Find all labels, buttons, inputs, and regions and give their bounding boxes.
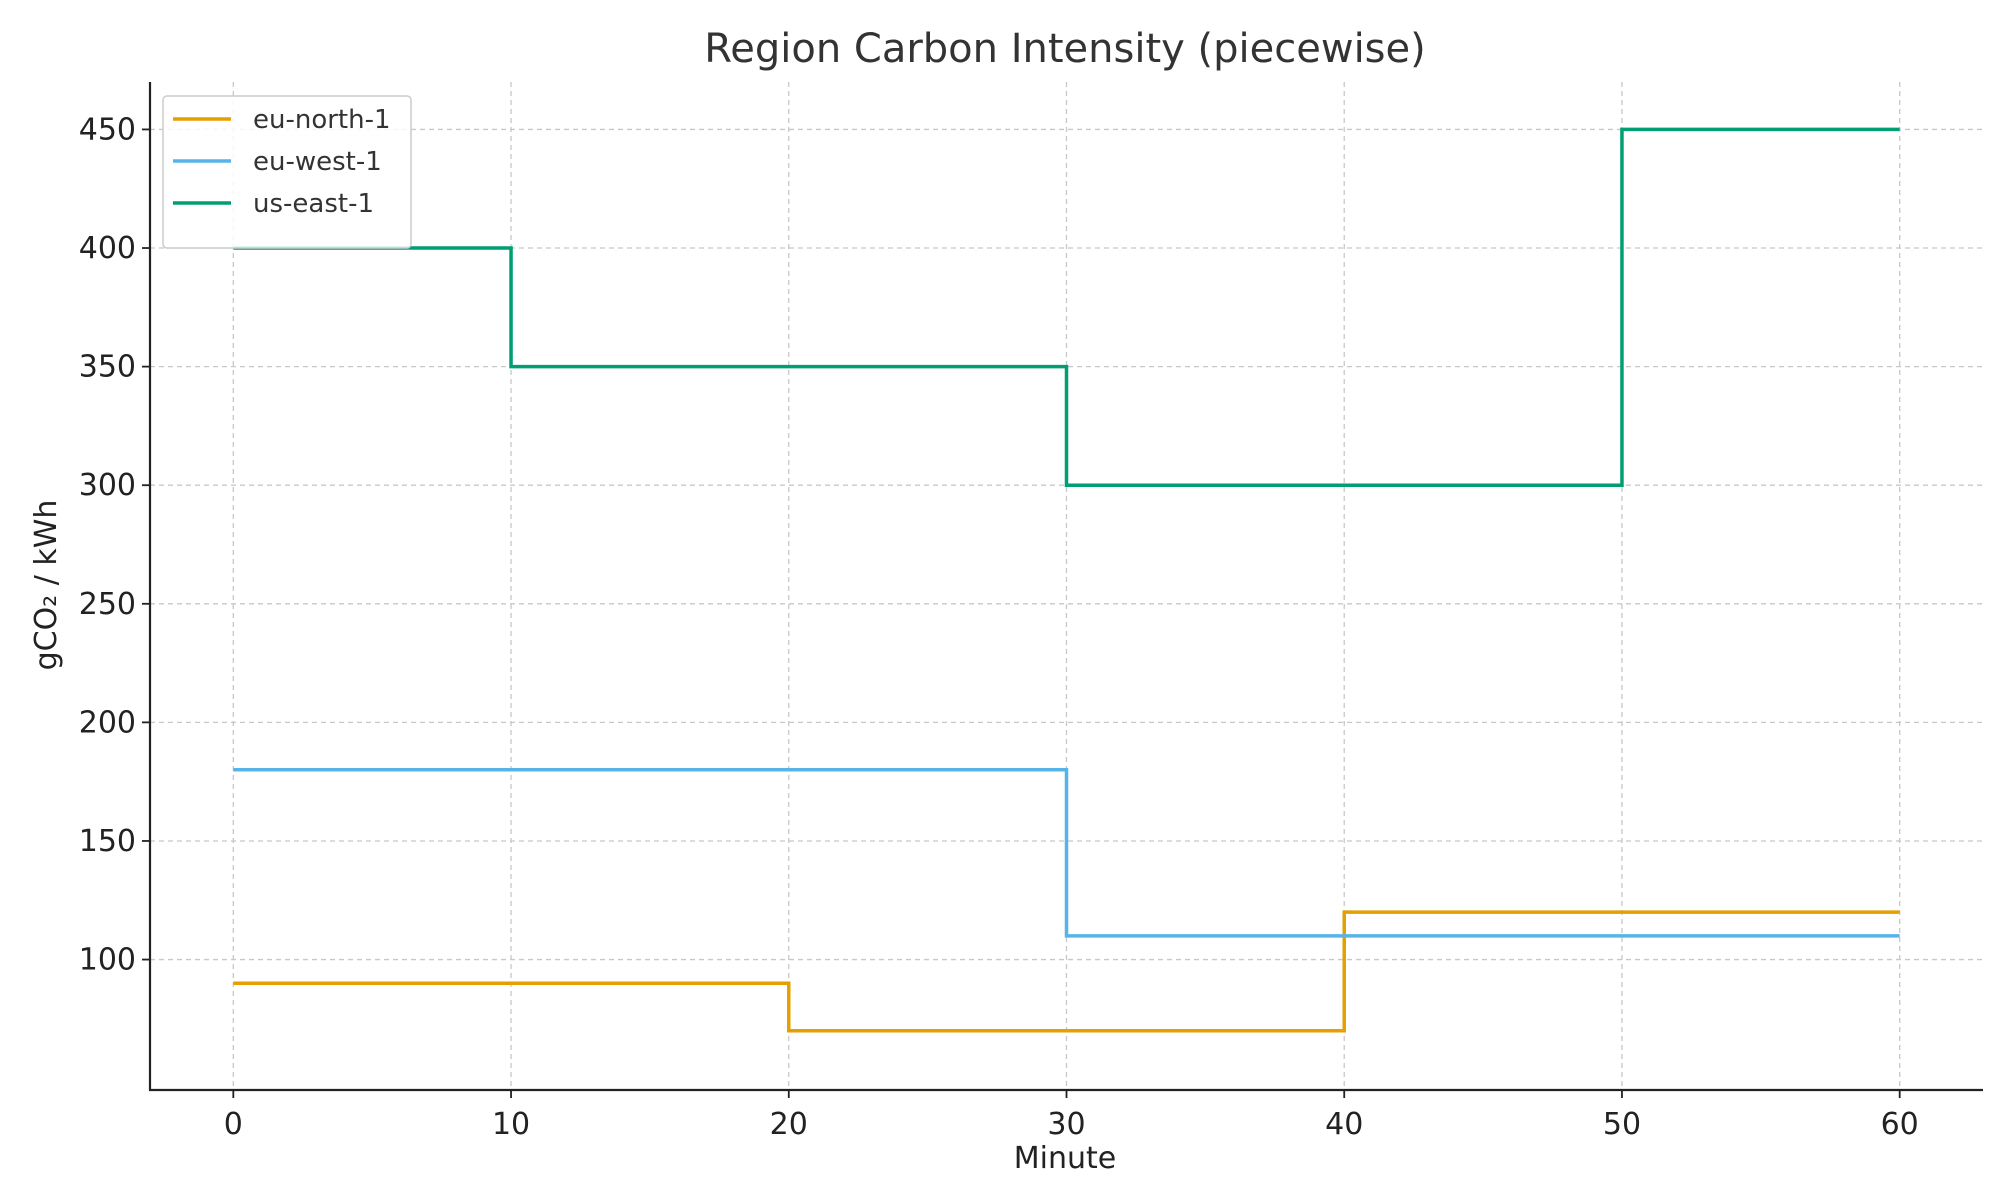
legend: eu-north-1 eu-west-1 us-east-1 (162, 95, 412, 249)
x-tick-label: 50 (1603, 1107, 1641, 1142)
y-axis-label: gCO₂ / kWh (29, 500, 64, 671)
y-axis-ticks: 100 150 200 250 300 350 400 450 (79, 112, 150, 978)
x-tick-label: 30 (1047, 1107, 1085, 1142)
legend-label: us-east-1 (253, 189, 374, 219)
y-tick-label: 150 (79, 824, 136, 859)
axes (148, 82, 1983, 1092)
axis-spines (148, 82, 1983, 1092)
legend-label: eu-west-1 (253, 147, 382, 177)
y-tick-label: 350 (79, 350, 136, 385)
x-tick-label: 20 (770, 1107, 808, 1142)
x-tick-label: 0 (224, 1107, 243, 1142)
x-axis-ticks: 0 10 20 30 40 50 60 (224, 1090, 1919, 1142)
x-tick-label: 40 (1325, 1107, 1363, 1142)
grid (150, 82, 1983, 1090)
series-lines (233, 127, 1900, 1033)
y-tick-label: 400 (79, 231, 136, 266)
y-tick-label: 450 (79, 112, 136, 147)
legend-frame (162, 95, 412, 249)
y-tick-label: 200 (79, 705, 136, 740)
y-tick-label: 250 (79, 587, 136, 622)
series-line-eu-north-1 (233, 910, 1900, 1033)
x-tick-label: 10 (492, 1107, 530, 1142)
chart-title: Region Carbon Intensity (piecewise) (704, 26, 1425, 72)
y-tick-label: 300 (79, 468, 136, 503)
legend-label: eu-north-1 (253, 105, 391, 135)
y-tick-label: 100 (79, 943, 136, 978)
series-line-eu-west-1 (233, 768, 1900, 938)
series-line-us-east-1 (233, 127, 1900, 487)
x-axis-label: Minute (1014, 1141, 1116, 1176)
x-tick-label: 60 (1881, 1107, 1919, 1142)
